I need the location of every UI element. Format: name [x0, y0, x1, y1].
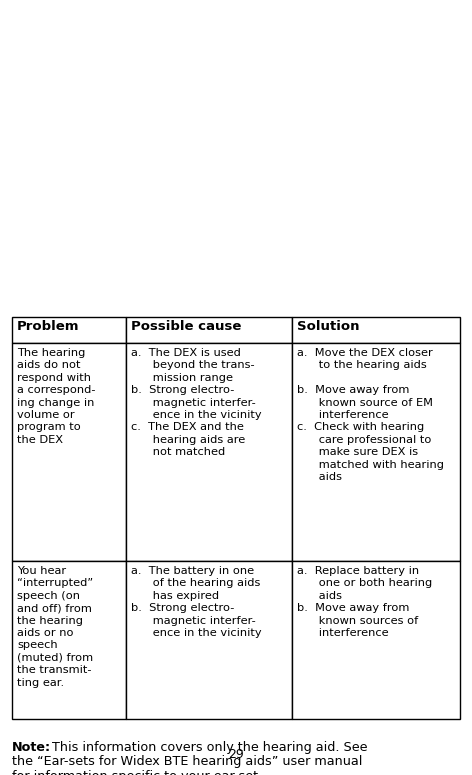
Text: a.  The DEX is used
      beyond the trans-
      mission range
b.  Strong elect: a. The DEX is used beyond the trans- mis…	[131, 348, 262, 457]
Bar	[292, 343, 460, 561]
Bar	[12, 317, 126, 343]
Bar	[126, 317, 292, 343]
Text: Problem: Problem	[17, 320, 79, 333]
Bar	[292, 317, 460, 343]
Text: Possible cause: Possible cause	[131, 320, 242, 333]
Text: 29: 29	[228, 748, 244, 761]
Bar	[126, 561, 292, 719]
Text: This information covers only the hearing aid. See: This information covers only the hearing…	[48, 741, 368, 754]
Text: a.  Replace battery in
      one or both hearing
      aids
b.  Move away from
 : a. Replace battery in one or both hearin…	[297, 566, 432, 638]
Text: Solution: Solution	[297, 320, 360, 333]
Bar	[12, 343, 126, 561]
Bar	[126, 343, 292, 561]
Text: Note:: Note:	[12, 741, 51, 754]
Text: The hearing
aids do not
respond with
a correspond-
ing change in
volume or
progr: The hearing aids do not respond with a c…	[17, 348, 95, 445]
Text: a.  Move the DEX closer
      to the hearing aids

b.  Move away from
      know: a. Move the DEX closer to the hearing ai…	[297, 348, 444, 482]
Text: the “Ear-sets for Widex BTE hearing aids” user manual: the “Ear-sets for Widex BTE hearing aids…	[12, 756, 362, 768]
Bar	[292, 561, 460, 719]
Text: You hear
“interrupted”
speech (on
and off) from
the hearing
aids or no
speech
(m: You hear “interrupted” speech (on and of…	[17, 566, 93, 687]
Bar	[12, 561, 126, 719]
Text: a.  The battery in one
      of the hearing aids
      has expired
b.  Strong el: a. The battery in one of the hearing aid…	[131, 566, 262, 638]
Text: for information specific to your ear-set.: for information specific to your ear-set…	[12, 770, 262, 775]
